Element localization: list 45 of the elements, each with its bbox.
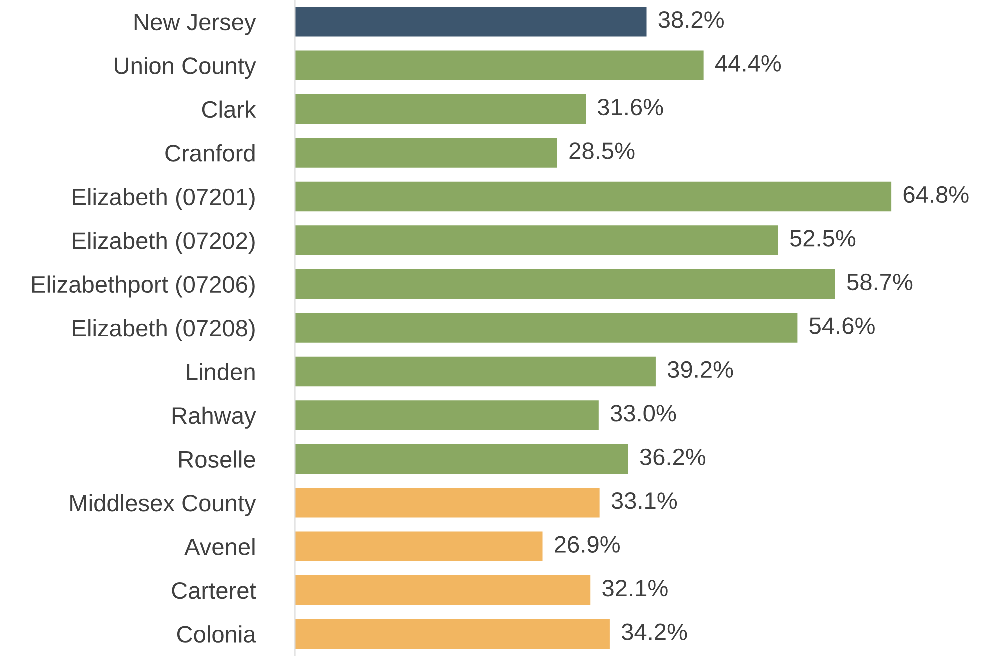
y-tick-label: Middlesex County [70, 494, 256, 516]
data-label: 28.5% [570, 142, 635, 160]
data-label: 54.6% [810, 318, 875, 334]
data-label: 39.2% [668, 361, 734, 378]
y-tick-label: Elizabeth (07208) [73, 319, 255, 342]
y-tick-label: Elizabeth (07202) [73, 232, 255, 254]
bar [295, 226, 778, 256]
bar [295, 619, 610, 650]
bar [295, 138, 558, 168]
bar [295, 182, 892, 212]
bar [295, 532, 543, 562]
bar [295, 313, 798, 343]
y-tick-label: Colonia [177, 626, 256, 643]
data-label: 31.6% [598, 98, 664, 116]
bar [295, 400, 599, 430]
bar [295, 269, 836, 300]
y-tick-label: Elizabeth (07201) [73, 188, 255, 210]
bar [295, 50, 704, 80]
data-label: 52.5% [790, 230, 856, 247]
y-tick-label: Rahway [172, 406, 256, 429]
data-label: 44.4% [715, 55, 782, 72]
data-label: 26.9% [555, 536, 620, 554]
y-tick-label: Cranford [166, 144, 255, 162]
data-label: 58.7% [847, 274, 913, 291]
bar [295, 576, 591, 606]
data-label: 33.1% [612, 492, 678, 510]
y-tick-label: New Jersey [134, 14, 256, 36]
data-label: 36.2% [640, 448, 706, 466]
bar [295, 94, 586, 124]
bar [295, 356, 656, 387]
bar [295, 488, 600, 518]
data-label: 34.2% [622, 624, 688, 640]
y-tick-label: Linden [187, 363, 255, 381]
data-label: 33.0% [610, 405, 676, 422]
bar [295, 444, 628, 474]
data-label: 32.1% [602, 580, 668, 597]
y-tick-label: Carteret [172, 582, 256, 600]
bar [295, 6, 647, 37]
y-tick-label: Roselle [180, 450, 256, 468]
y-tick-label: Union County [115, 57, 256, 80]
data-label: 38.2% [658, 11, 724, 28]
data-label: 64.8% [904, 186, 969, 204]
y-tick-label: Avenel [184, 538, 255, 556]
y-tick-label: Elizabethport (07206) [32, 276, 255, 298]
y-tick-label: Clark [202, 100, 256, 118]
